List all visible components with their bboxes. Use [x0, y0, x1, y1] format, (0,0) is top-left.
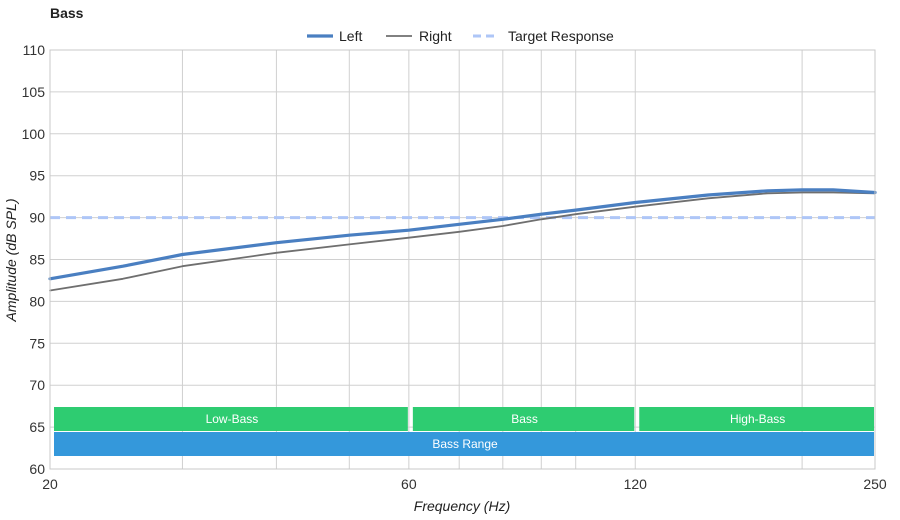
x-axis-title: Frequency (Hz): [414, 498, 510, 514]
chart-title: Bass: [50, 5, 84, 21]
y-tick-label: 105: [22, 84, 46, 100]
band-bass-range: [54, 432, 874, 456]
band-low-bass: [54, 407, 408, 431]
y-tick-label: 80: [29, 293, 45, 309]
band-label: Bass: [511, 412, 538, 426]
x-tick-label: 20: [42, 476, 58, 492]
band-label: Bass Range: [432, 437, 498, 451]
legend-label: Left: [339, 28, 362, 44]
y-axis-title: Amplitude (dB SPL): [3, 199, 19, 323]
series-line-right: [49, 191, 876, 292]
grid: [49, 49, 876, 470]
y-tick-label: 90: [29, 210, 45, 226]
frequency-bands: Low-Bass Bass High-Bass Bass Range: [54, 407, 874, 456]
band-label: Low-Bass: [206, 412, 259, 426]
plot-border: [49, 49, 876, 470]
band-label: High-Bass: [730, 412, 785, 426]
y-tick-label: 110: [23, 42, 46, 58]
legend: Left Right Target Response: [307, 28, 614, 44]
x-tick-label: 120: [624, 476, 648, 492]
band-bass: [412, 407, 635, 431]
legend-label: Right: [419, 28, 452, 44]
y-tick-label: 60: [29, 461, 45, 477]
series-line-left: [48, 188, 877, 281]
band-high-bass: [639, 407, 874, 431]
y-tick-label: 65: [29, 419, 45, 435]
y-tick-label: 95: [29, 168, 45, 184]
x-tick-label: 60: [401, 476, 417, 492]
x-tick-label: 250: [863, 476, 887, 492]
y-tick-label: 75: [29, 335, 45, 351]
y-tick-label: 85: [29, 252, 45, 268]
legend-label: Target Response: [508, 28, 614, 44]
series-lines: [48, 188, 877, 292]
y-tick-label: 100: [22, 126, 46, 142]
y-tick-label: 70: [29, 377, 45, 393]
